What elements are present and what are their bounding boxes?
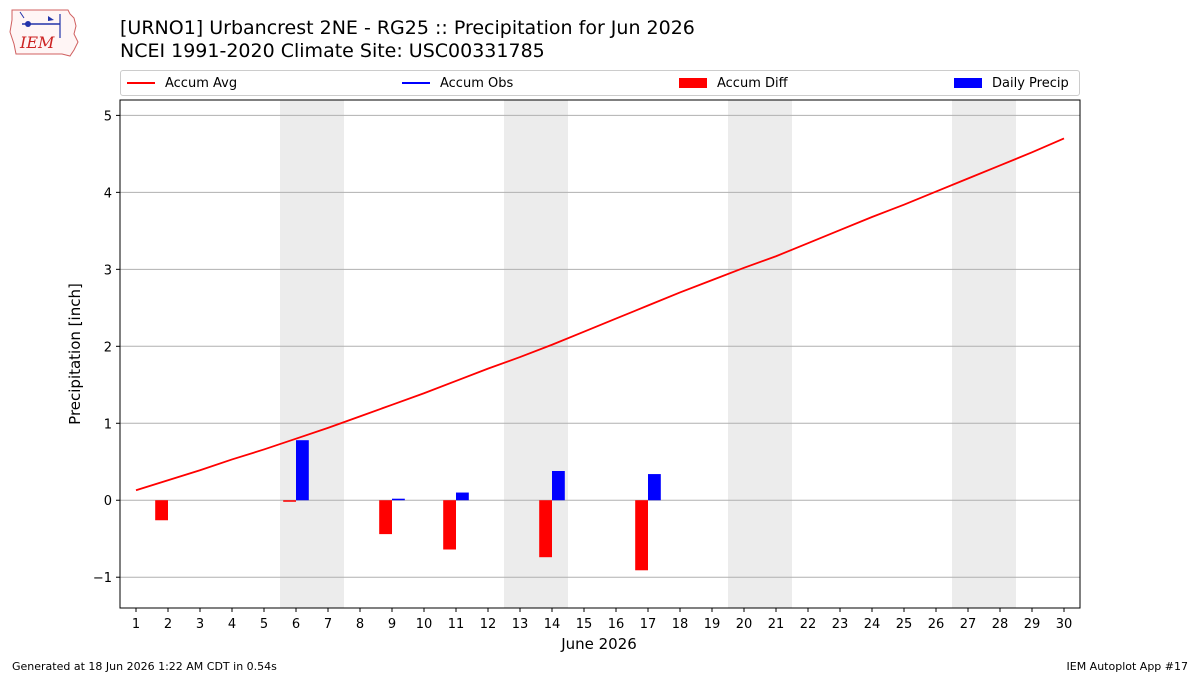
x-tick-label: 8 [356,617,364,632]
x-tick-label: 9 [388,617,396,632]
x-tick-label: 2 [164,617,172,632]
accum-diff-bar [379,500,392,535]
legend-label-accum-diff: Accum Diff [717,75,788,91]
chart-title: [URNO1] Urbancrest 2NE - RG25 :: Precipi… [120,17,695,39]
y-tick-label: 1 [104,417,112,432]
x-tick-label: 6 [292,617,300,632]
y-tick-label: 0 [104,494,112,509]
accum-diff-bar [283,500,296,502]
daily-precip-bar [552,470,565,501]
x-tick-label: 1 [132,617,140,632]
weekend-band [504,100,568,608]
legend-item-daily-precip: Daily Precip [954,71,1069,95]
x-tick-label: 10 [416,617,433,632]
x-tick-label: 23 [832,617,849,632]
x-axis-label: June 2026 [560,635,637,653]
y-axis-ticks: −1 0 1 2 3 4 5 [93,109,120,586]
weekend-band [728,100,792,608]
y-tick-label: 2 [104,340,112,355]
x-axis-ticks: 1 2 3 4 5 6 7 8 9 10 11 12 13 14 15 16 17 18 19 20 21 22 23 24 2… [132,608,1072,632]
x-tick-label: 13 [512,617,529,632]
daily-precip-bar [296,440,309,501]
y-axis-label: Precipitation [inch] [66,283,84,425]
legend-swatch-daily-precip [954,78,982,88]
x-tick-label: 4 [228,617,236,632]
weekend-band [952,100,1016,608]
accum-avg-line [135,137,1065,492]
x-tick-label: 7 [324,617,332,632]
chart-subtitle: NCEI 1991-2020 Climate Site: USC00331785 [120,40,545,62]
y-tick-label: 4 [104,186,112,201]
legend-swatch-accum-avg [127,82,155,84]
series-lines [135,137,1065,492]
x-tick-label: 17 [640,617,657,632]
accum-diff-bar [635,500,648,571]
x-tick-label: 25 [896,617,913,632]
x-tick-label: 3 [196,617,204,632]
footer-app-text: IEM Autoplot App #17 [1066,660,1189,673]
daily-precip-bar [456,492,469,501]
x-tick-label: 26 [928,617,945,632]
weekend-shading [280,100,1016,608]
accum-diff-bar [443,500,456,550]
x-tick-label: 27 [960,617,977,632]
footer-generated-text: Generated at 18 Jun 2026 1:22 AM CDT in … [12,660,277,673]
iem-logo: IEM [9,9,79,57]
x-tick-label: 19 [704,617,721,632]
legend-item-accum-diff: Accum Diff [679,71,788,95]
x-tick-label: 11 [448,617,465,632]
x-tick-label: 5 [260,617,268,632]
x-tick-label: 28 [992,617,1009,632]
x-tick-label: 29 [1024,617,1041,632]
bars [155,440,661,571]
legend-label-accum-obs: Accum Obs [440,75,514,91]
legend-label-daily-precip: Daily Precip [992,75,1069,91]
weekend-band [280,100,344,608]
legend-item-accum-avg: Accum Avg [127,71,237,95]
x-tick-label: 22 [800,617,817,632]
daily-precip-bar [648,474,661,501]
legend-item-accum-obs: Accum Obs [402,71,513,95]
plot-frame [119,99,1081,609]
x-tick-label: 15 [576,617,593,632]
daily-precip-bar [392,498,405,501]
legend-swatch-accum-obs [402,82,430,84]
grid-lines [120,114,1080,578]
x-tick-label: 20 [736,617,753,632]
x-tick-label: 21 [768,617,785,632]
x-tick-label: 24 [864,617,881,632]
logo-text: IEM [19,33,55,52]
legend-label-accum-avg: Accum Avg [165,75,238,91]
accum-diff-bar [539,500,552,558]
chart-legend: Accum Avg Accum Obs Accum Diff Daily Pre… [120,70,1080,96]
accum-diff-bar [155,500,168,521]
x-tick-label: 30 [1056,617,1073,632]
y-tick-label: 5 [104,109,112,124]
x-tick-label: 16 [608,617,625,632]
y-tick-label: 3 [104,263,112,278]
x-tick-label: 18 [672,617,689,632]
y-tick-label: −1 [93,571,112,586]
legend-swatch-accum-diff [679,78,707,88]
x-tick-label: 14 [544,617,561,632]
x-tick-label: 12 [480,617,497,632]
